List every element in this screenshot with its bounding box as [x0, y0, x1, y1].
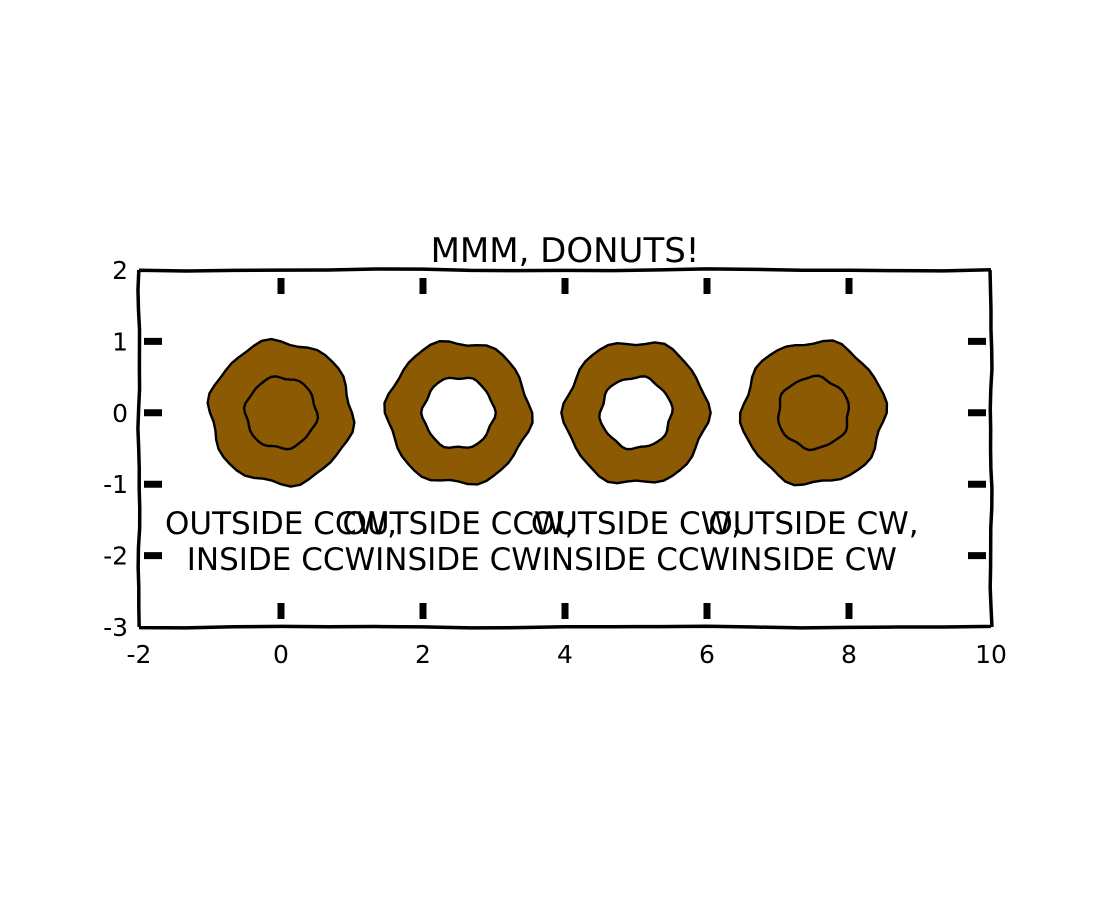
- x-tick-label--2: -2: [127, 640, 152, 669]
- x-tick-label-6: 6: [699, 640, 715, 669]
- outside-direction-label-1: OUTSIDE CCW,: [165, 506, 397, 542]
- donut-inner-outline-4: [776, 374, 851, 452]
- x-tick-label-4: 4: [557, 640, 573, 669]
- donut-ring-2: [383, 340, 534, 486]
- inside-direction-label-4: INSIDE CW: [730, 542, 897, 578]
- outside-direction-label-2: OUTSIDE CCW,: [343, 506, 575, 542]
- x-tick-label-0: 0: [273, 640, 289, 669]
- donut-3: OUTSIDE CW,INSIDE CCW: [531, 341, 741, 578]
- donut-2: OUTSIDE CCW,INSIDE CW: [343, 340, 575, 578]
- plot-frame: [136, 267, 994, 630]
- x-tick-label-2: 2: [415, 640, 431, 669]
- chart-title: MMM, DONUTS!: [431, 231, 700, 271]
- donut-1: OUTSIDE CCW,INSIDE CCW: [165, 337, 397, 578]
- y-tick-label-0: 0: [112, 399, 128, 428]
- inside-direction-label-1: INSIDE CCW: [187, 542, 375, 578]
- x-tick-label-10: 10: [975, 640, 1007, 669]
- y-tick-label-1: 1: [112, 327, 128, 356]
- inside-direction-label-3: INSIDE CCW: [542, 542, 730, 578]
- x-tick-label-8: 8: [841, 640, 857, 669]
- outside-direction-label-4: OUTSIDE CW,: [708, 506, 918, 542]
- outside-direction-label-3: OUTSIDE CW,: [531, 506, 741, 542]
- donut-inner-outline-1: [242, 375, 320, 451]
- y-tick-label--1: -1: [103, 470, 128, 499]
- y-tick-label--2: -2: [103, 542, 128, 571]
- donut-ring-3: [560, 341, 712, 485]
- y-tick-label-2: 2: [112, 256, 128, 285]
- donut-4: OUTSIDE CW,INSIDE CW: [708, 339, 919, 578]
- y-tick-label--3: -3: [103, 613, 128, 642]
- inside-direction-label-2: INSIDE CW: [375, 542, 542, 578]
